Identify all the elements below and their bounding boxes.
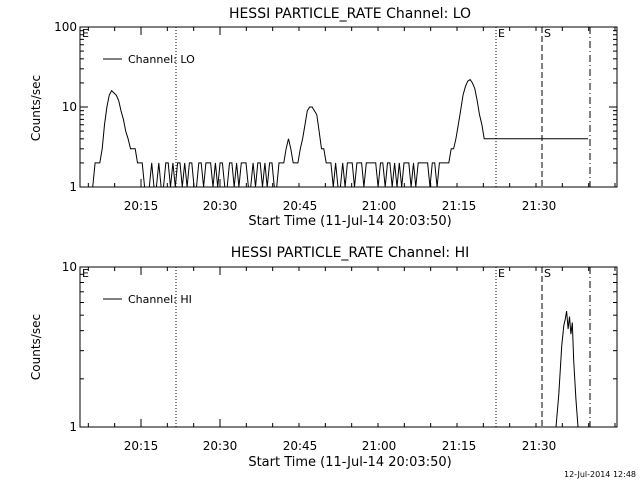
legend-label: Channel: LO: [128, 53, 195, 66]
y-axis-label: Counts/sec: [29, 314, 43, 380]
event-marker-label: E: [498, 27, 505, 40]
x-tick-label: 20:45: [283, 439, 318, 453]
x-tick-label: 20:30: [203, 199, 238, 213]
event-marker-label: S: [544, 267, 551, 280]
footer-timestamp: 12-Jul-2014 12:48: [564, 470, 636, 479]
x-axis-label: Start Time (11-Jul-14 20:03:50): [248, 455, 451, 470]
y-tick-label: 10: [62, 100, 77, 114]
event-marker-label: E: [498, 267, 505, 280]
x-tick-label: 20:45: [283, 199, 318, 213]
x-tick-label: 21:15: [442, 439, 477, 453]
y-tick-label: 100: [54, 20, 77, 34]
chart-title: HESSI PARTICLE_RATE Channel: HI: [231, 245, 469, 261]
series-line: [555, 311, 579, 428]
legend-label: Channel: HI: [128, 293, 192, 306]
x-tick-label: 21:30: [522, 199, 557, 213]
event-marker-label: S: [544, 27, 551, 40]
x-tick-label: 20:15: [124, 199, 159, 213]
x-tick-label: 21:00: [362, 199, 397, 213]
x-tick-label: 21:15: [442, 199, 477, 213]
event-marker-label: E: [82, 267, 89, 280]
y-tick-label: 1: [69, 180, 77, 194]
x-tick-label: 20:30: [203, 439, 238, 453]
chart-panel-lo: HESSI PARTICLE_RATE Channel: LO Start Ti…: [29, 6, 618, 229]
x-tick-label: 21:30: [522, 439, 557, 453]
y-tick-label: 10: [62, 260, 77, 274]
plot-frame: [79, 266, 618, 428]
x-tick-label: 20:15: [124, 439, 159, 453]
x-axis-label: Start Time (11-Jul-14 20:03:50): [248, 214, 451, 229]
series-line: [88, 78, 588, 188]
chart-title: HESSI PARTICLE_RATE Channel: LO: [229, 6, 471, 22]
y-axis-label: Counts/sec: [29, 75, 43, 141]
event-marker-label: E: [82, 27, 89, 40]
x-tick-label: 21:00: [362, 439, 397, 453]
chart-panel-hi: HESSI PARTICLE_RATE Channel: HI Start Ti…: [29, 245, 618, 470]
y-tick-label: 1: [69, 420, 77, 434]
